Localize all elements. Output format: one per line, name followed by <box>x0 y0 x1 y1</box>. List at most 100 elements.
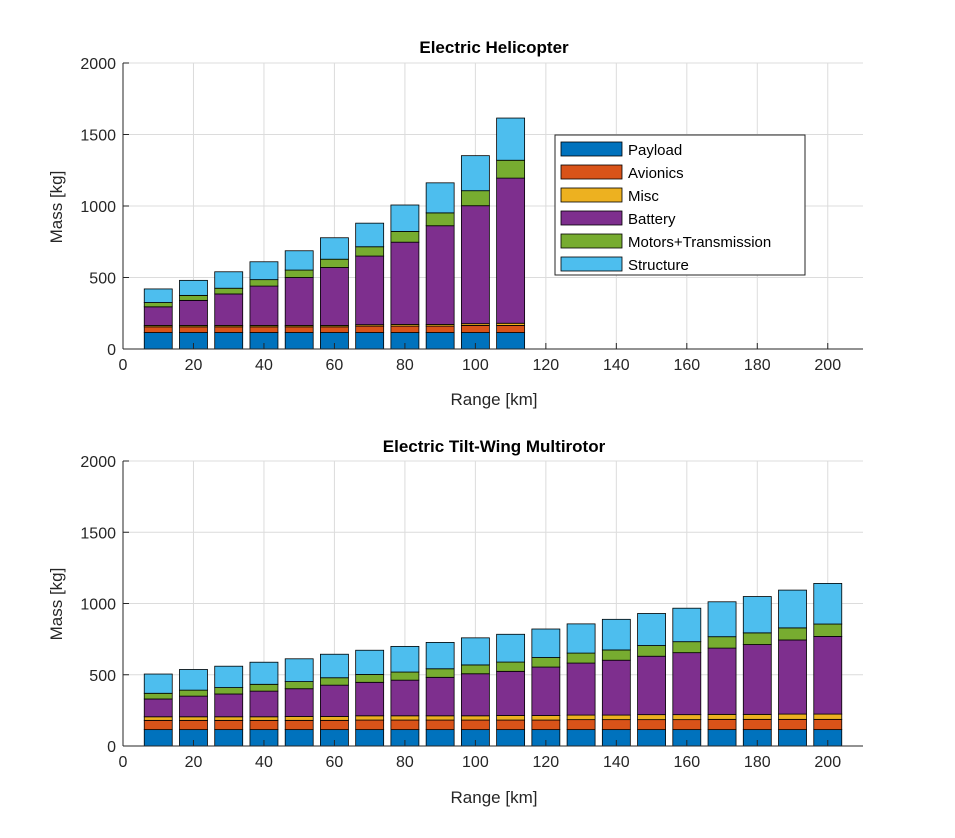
bars <box>143 117 526 350</box>
bar-motors-transmission-70 <box>355 246 385 257</box>
legend-label-misc: Misc <box>628 188 659 205</box>
bar-battery-130 <box>566 662 596 716</box>
chart-title: Electric Helicopter <box>419 38 569 57</box>
bar-avionics-10 <box>143 326 173 333</box>
x-tick-label: 140 <box>603 357 630 374</box>
bar-battery-90 <box>425 676 455 717</box>
bar-structure-60 <box>320 653 349 679</box>
bar-battery-180 <box>742 644 772 715</box>
legend-swatch-avionics <box>560 164 623 180</box>
bar-avionics-180 <box>742 718 772 731</box>
bar-battery-10 <box>143 306 173 326</box>
x-tick-label: 180 <box>744 754 771 771</box>
bar-structure-70 <box>355 649 385 675</box>
bar-motors-transmission-200 <box>813 623 843 637</box>
bar-motors-transmission-180 <box>742 632 772 645</box>
bar-structure-50 <box>284 250 314 271</box>
bar-motors-transmission-30 <box>214 287 244 295</box>
x-tick-label: 80 <box>396 357 414 374</box>
bar-structure-80 <box>390 204 420 232</box>
bar-misc-130 <box>566 714 596 721</box>
bar-motors-transmission-90 <box>425 212 455 227</box>
bar-misc-170 <box>707 713 737 720</box>
bar-battery-80 <box>390 679 420 717</box>
bar-battery-80 <box>390 241 420 325</box>
bar-battery-120 <box>531 666 561 716</box>
bar-motors-transmission-90 <box>425 668 455 678</box>
bar-avionics-50 <box>284 719 314 731</box>
bar-avionics-150 <box>637 719 666 731</box>
bar-payload-50 <box>284 729 314 747</box>
bar-structure-200 <box>813 583 843 625</box>
bar-avionics-190 <box>778 718 807 731</box>
bar-battery-160 <box>672 652 702 716</box>
bar-avionics-30 <box>214 326 244 333</box>
bar-battery-60 <box>320 267 349 326</box>
bar-battery-150 <box>637 655 666 716</box>
bar-motors-transmission-100 <box>460 664 490 675</box>
bar-structure-30 <box>214 271 244 289</box>
tick-labels: 0 20 40 60 80 100 120 140 160 180 2000500100015002… <box>80 56 841 374</box>
bar-battery-190 <box>778 639 807 715</box>
bar-motors-transmission-70 <box>355 674 385 683</box>
x-tick-label: 100 <box>462 754 489 771</box>
chart-title: Electric Tilt-Wing Multirotor <box>383 437 606 456</box>
bar-structure-130 <box>566 623 596 654</box>
bar-avionics-20 <box>179 719 208 731</box>
bar-battery-10 <box>143 698 173 718</box>
bar-structure-40 <box>249 661 279 685</box>
bar-payload-70 <box>355 332 385 350</box>
bar-avionics-70 <box>355 325 385 333</box>
x-tick-label: 80 <box>396 754 414 771</box>
bar-avionics-60 <box>320 719 349 731</box>
bar-battery-40 <box>249 690 279 718</box>
bar-structure-180 <box>742 596 772 634</box>
bar-avionics-160 <box>672 719 702 731</box>
bar-payload-70 <box>355 729 385 747</box>
bar-structure-40 <box>249 261 279 281</box>
bar-battery-50 <box>284 277 314 326</box>
bar-structure-120 <box>531 628 561 658</box>
x-tick-label: 180 <box>744 357 771 374</box>
bar-battery-30 <box>214 693 244 718</box>
x-tick-label: 60 <box>326 754 344 771</box>
tick-labels: 0 20 40 60 80 100 120 140 160 180 2000500100015002… <box>80 454 841 771</box>
x-tick-label: 100 <box>462 357 489 374</box>
x-tick-label: 0 <box>119 357 128 374</box>
bar-avionics-120 <box>531 719 561 731</box>
legend-label-battery: Battery <box>628 211 676 228</box>
bar-battery-70 <box>355 255 385 326</box>
y-tick-label: 500 <box>89 668 116 685</box>
x-tick-label: 40 <box>255 754 273 771</box>
bar-structure-100 <box>460 155 490 192</box>
bar-motors-transmission-60 <box>320 258 349 268</box>
x-tick-label: 160 <box>673 357 700 374</box>
bar-structure-60 <box>320 237 349 260</box>
x-tick-label: 120 <box>533 357 560 374</box>
bar-payload-110 <box>496 332 526 350</box>
bar-misc-190 <box>778 713 807 720</box>
bar-motors-transmission-50 <box>284 269 314 278</box>
bar-motors-transmission-40 <box>249 683 279 692</box>
bar-motors-transmission-120 <box>531 657 561 668</box>
bar-avionics-170 <box>707 718 737 731</box>
y-tick-label: 1500 <box>80 128 116 145</box>
bar-avionics-70 <box>355 719 385 731</box>
bar-motors-transmission-150 <box>637 645 666 657</box>
x-tick-label: 40 <box>255 357 273 374</box>
bar-motors-transmission-140 <box>601 649 631 661</box>
y-tick-label: 0 <box>107 342 116 359</box>
bar-avionics-20 <box>179 326 208 333</box>
legend-swatch-misc <box>560 187 623 203</box>
bar-structure-100 <box>460 637 490 666</box>
bar-misc-110 <box>496 715 526 721</box>
bar-structure-20 <box>179 279 208 296</box>
x-tick-label: 20 <box>185 357 203 374</box>
bar-avionics-140 <box>601 719 631 731</box>
bar-structure-110 <box>496 117 526 161</box>
y-tick-label: 1000 <box>80 597 116 614</box>
bar-structure-190 <box>778 589 807 629</box>
bar-misc-160 <box>672 714 702 721</box>
x-tick-label: 160 <box>673 754 700 771</box>
y-tick-label: 1000 <box>80 199 116 216</box>
